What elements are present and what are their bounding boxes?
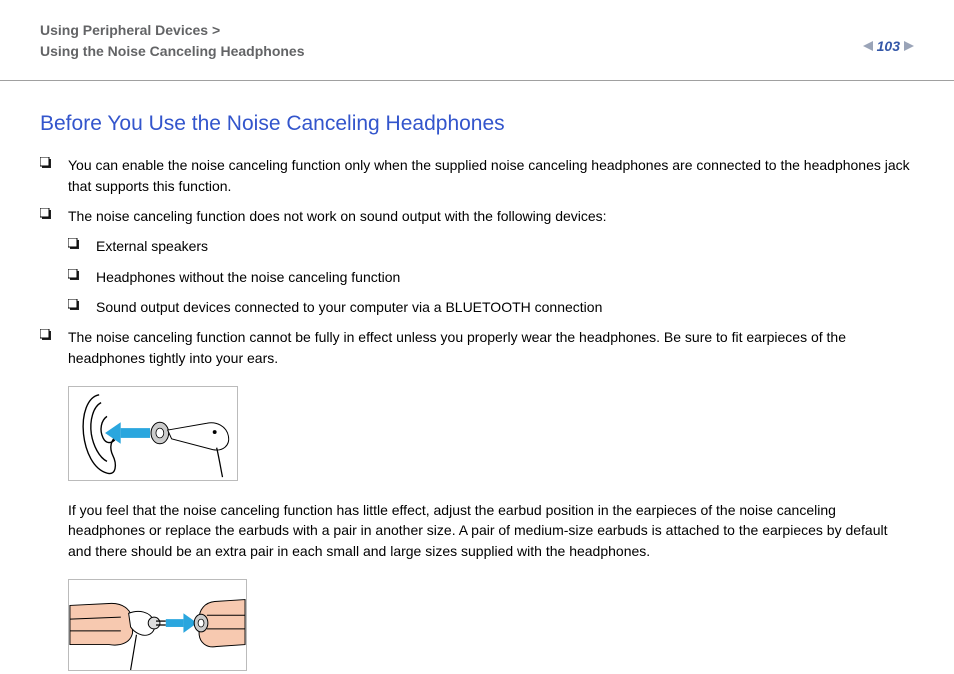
list-item: You can enable the noise canceling funct… bbox=[40, 155, 914, 196]
bullet-icon bbox=[40, 157, 52, 169]
bullet-text: Sound output devices connected to your c… bbox=[96, 297, 914, 317]
content-area: Before You Use the Noise Canceling Headp… bbox=[0, 81, 954, 674]
bullet-follow-text: If you feel that the noise canceling fun… bbox=[68, 500, 914, 561]
sub-bullet-list: External speakers Headphones without the… bbox=[68, 236, 914, 317]
list-item: Headphones without the noise canceling f… bbox=[68, 267, 914, 287]
section-title: Before You Use the Noise Canceling Headp… bbox=[40, 109, 914, 139]
bullet-text: You can enable the noise canceling funct… bbox=[68, 155, 914, 196]
bullet-icon bbox=[68, 299, 80, 311]
breadcrumb-line1: Using Peripheral Devices > bbox=[40, 20, 305, 41]
bullet-icon bbox=[68, 238, 80, 250]
bullet-text: The noise canceling function cannot be f… bbox=[68, 327, 914, 368]
page-number-group: 103 bbox=[863, 20, 914, 54]
bullet-list: You can enable the noise canceling funct… bbox=[40, 155, 914, 674]
bullet-text: External speakers bbox=[96, 236, 914, 256]
prev-page-icon[interactable] bbox=[863, 41, 873, 51]
list-item: The noise canceling function cannot be f… bbox=[40, 327, 914, 674]
page-number: 103 bbox=[877, 38, 900, 54]
bullet-text: Headphones without the noise canceling f… bbox=[96, 267, 914, 287]
ear-insert-illustration bbox=[68, 386, 238, 481]
bullet-icon bbox=[68, 269, 80, 281]
list-item: Sound output devices connected to your c… bbox=[68, 297, 914, 317]
earbud-replace-illustration bbox=[68, 579, 247, 671]
breadcrumb: Using Peripheral Devices > Using the Noi… bbox=[40, 20, 305, 62]
breadcrumb-line2: Using the Noise Canceling Headphones bbox=[40, 41, 305, 62]
bullet-text: The noise canceling function does not wo… bbox=[68, 206, 914, 226]
bullet-icon bbox=[40, 208, 52, 220]
list-item: The noise canceling function does not wo… bbox=[40, 206, 914, 317]
next-page-icon[interactable] bbox=[904, 41, 914, 51]
bullet-icon bbox=[40, 329, 52, 341]
page-header: Using Peripheral Devices > Using the Noi… bbox=[0, 0, 954, 81]
list-item: External speakers bbox=[68, 236, 914, 256]
